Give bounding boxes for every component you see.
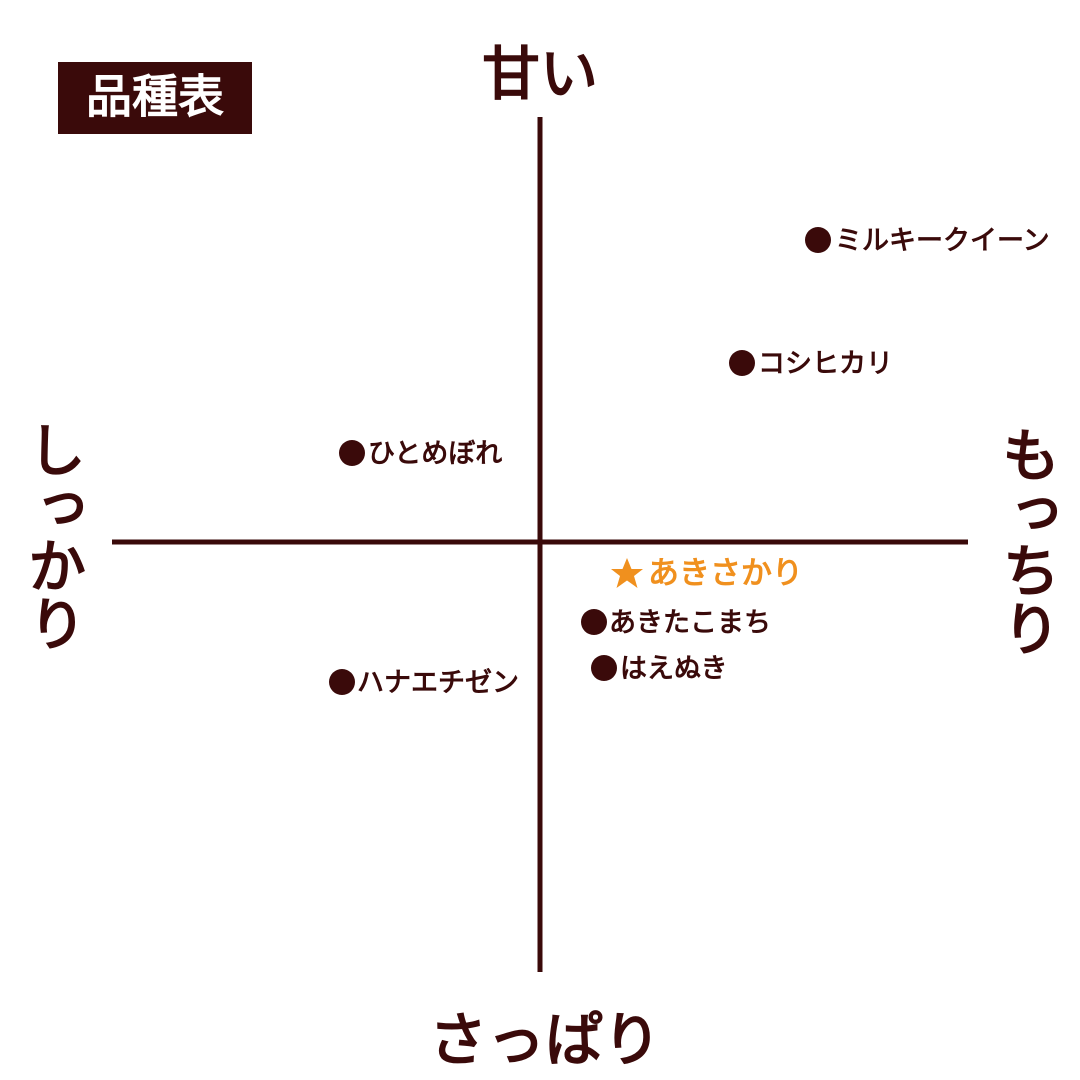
item-label: コシヒカリ	[758, 349, 893, 380]
bullet	[329, 669, 355, 695]
bullet	[805, 227, 831, 253]
bullet	[729, 350, 755, 376]
title-box	[58, 62, 252, 134]
item-label: あきたこまち	[609, 608, 771, 639]
item-label: ハナエチゼン	[357, 668, 519, 699]
title: 品種表	[86, 70, 224, 124]
axis-left: しっかり	[18, 420, 86, 652]
star	[611, 558, 643, 588]
axis-right: もっちり	[992, 425, 1060, 657]
item-label: ひとめぼれ	[368, 439, 502, 470]
item-label-highlight: あきさかり	[648, 556, 803, 592]
axis-top: 甘い	[482, 40, 598, 108]
bullet	[339, 440, 365, 466]
bullet	[591, 655, 617, 681]
item-label: はえぬき	[620, 654, 727, 685]
bullet	[581, 609, 607, 635]
axis-bottom: さっぱり	[429, 1006, 661, 1074]
item-label: ミルキークイーン	[835, 226, 1050, 257]
